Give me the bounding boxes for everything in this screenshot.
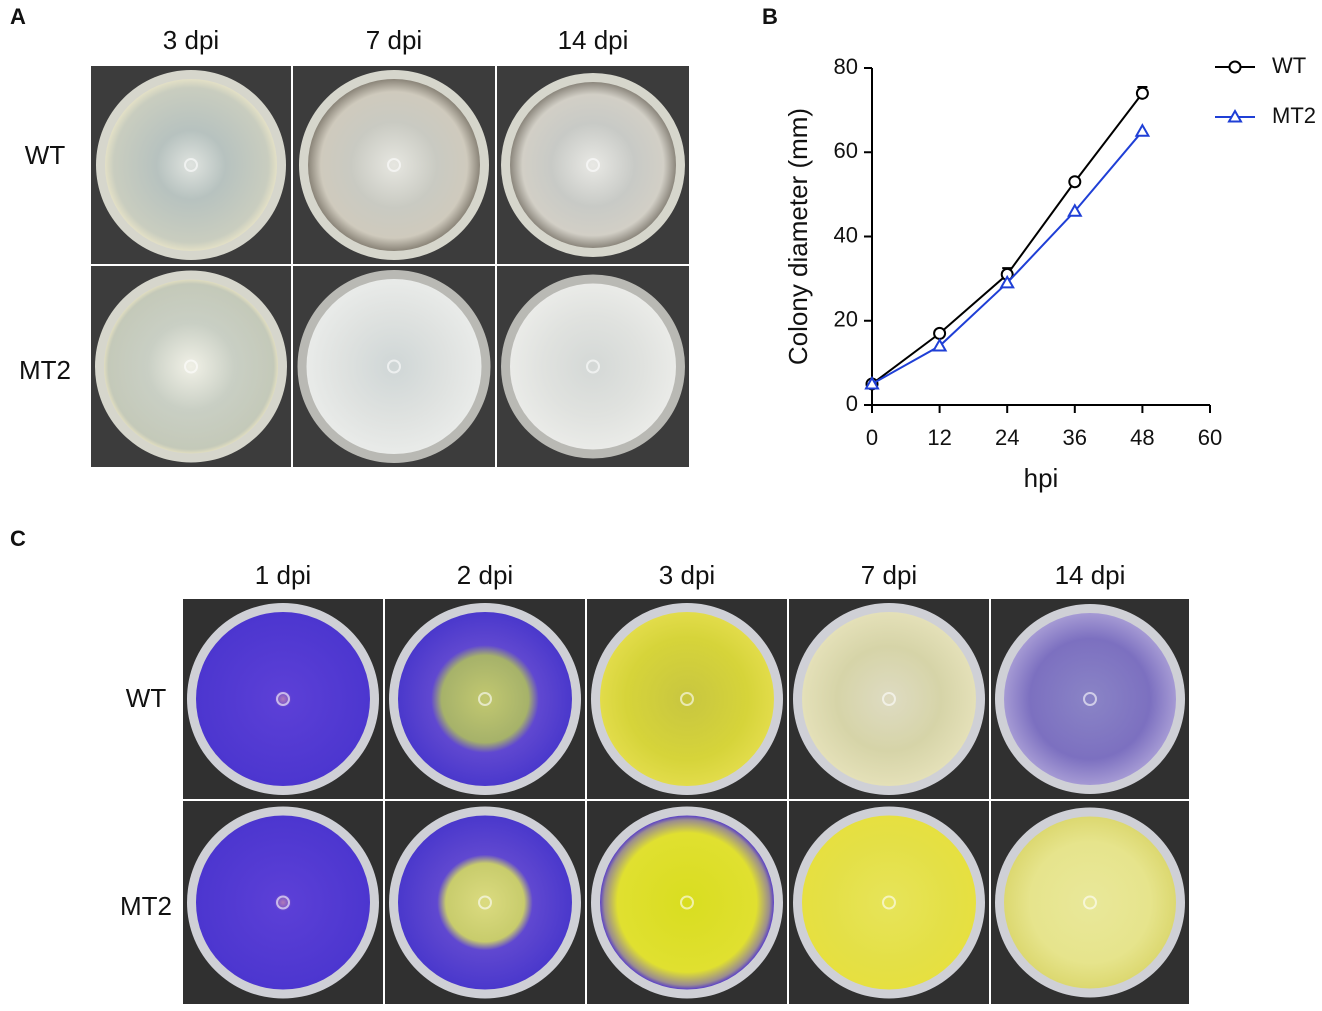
y-tick-label: 40 (834, 222, 858, 247)
marker (933, 326, 947, 340)
inoculum (184, 359, 198, 374)
inoculum (586, 158, 600, 172)
row-label: MT2 (19, 355, 71, 385)
inoculum (478, 692, 492, 706)
inoculum (882, 692, 896, 706)
line (871, 130, 1144, 385)
dish (196, 612, 370, 786)
dish (802, 612, 976, 786)
row-label: WT (25, 140, 66, 170)
inoculum (680, 692, 694, 706)
inoculum (680, 895, 694, 910)
dish (510, 283, 676, 450)
panel-label: A (10, 4, 26, 29)
inoculum (387, 359, 401, 374)
row-label: MT2 (120, 891, 172, 921)
column-label: 1 dpi (255, 560, 311, 590)
marker (1068, 175, 1082, 189)
column-label: 14 dpi (1055, 560, 1126, 590)
x-tick-label: 60 (1198, 425, 1222, 450)
dish (105, 79, 277, 251)
column-label: 7 dpi (366, 25, 422, 55)
dish (600, 612, 774, 786)
inoculum (1083, 895, 1097, 910)
y-axis-label: Colony diameter (mm) (783, 108, 813, 365)
dish (802, 815, 976, 990)
column-label: 3 dpi (163, 25, 219, 55)
dish (510, 82, 676, 248)
dish (398, 815, 572, 990)
x-tick-label: 12 (927, 425, 951, 450)
inoculum (882, 895, 896, 910)
inoculum (184, 158, 198, 172)
dish (306, 279, 482, 454)
x-axis-label: hpi (1024, 463, 1059, 493)
inoculum (1083, 692, 1097, 706)
marker (864, 375, 880, 390)
inoculum (276, 692, 290, 706)
x-tick-label: 36 (1063, 425, 1087, 450)
dish (104, 279, 278, 454)
row-label: WT (126, 683, 167, 713)
dish (1004, 613, 1176, 785)
column-label: 14 dpi (558, 25, 629, 55)
marker (1134, 123, 1151, 137)
dish (600, 815, 774, 990)
column-label: 7 dpi (861, 560, 917, 590)
inoculum (387, 158, 401, 172)
marker (999, 274, 1015, 289)
inoculum (586, 359, 600, 374)
panel-label: C (10, 526, 26, 551)
y-tick-label: 0 (846, 391, 858, 416)
panel-label: B (762, 4, 778, 29)
x-tick-label: 24 (995, 425, 1019, 450)
x-tick-label: 48 (1130, 425, 1154, 450)
legend-marker (1227, 108, 1243, 123)
legend-label: MT2 (1272, 103, 1316, 128)
marker (1067, 203, 1083, 217)
inoculum (276, 895, 290, 910)
column-label: 3 dpi (659, 560, 715, 590)
y-tick-label: 80 (834, 54, 858, 79)
line (871, 92, 1144, 385)
column-label: 2 dpi (457, 560, 513, 590)
legend-marker (1228, 60, 1242, 74)
marker (931, 338, 948, 352)
x-tick-label: 0 (866, 425, 878, 450)
dish (196, 815, 370, 990)
inoculum (478, 895, 492, 910)
marker (1135, 86, 1149, 100)
y-tick-label: 60 (834, 138, 858, 163)
photos (91, 66, 1189, 1004)
dish (398, 612, 572, 786)
dish (308, 79, 480, 251)
dish (1004, 816, 1176, 989)
y-tick-label: 20 (834, 307, 858, 332)
legend-label: WT (1272, 53, 1306, 78)
